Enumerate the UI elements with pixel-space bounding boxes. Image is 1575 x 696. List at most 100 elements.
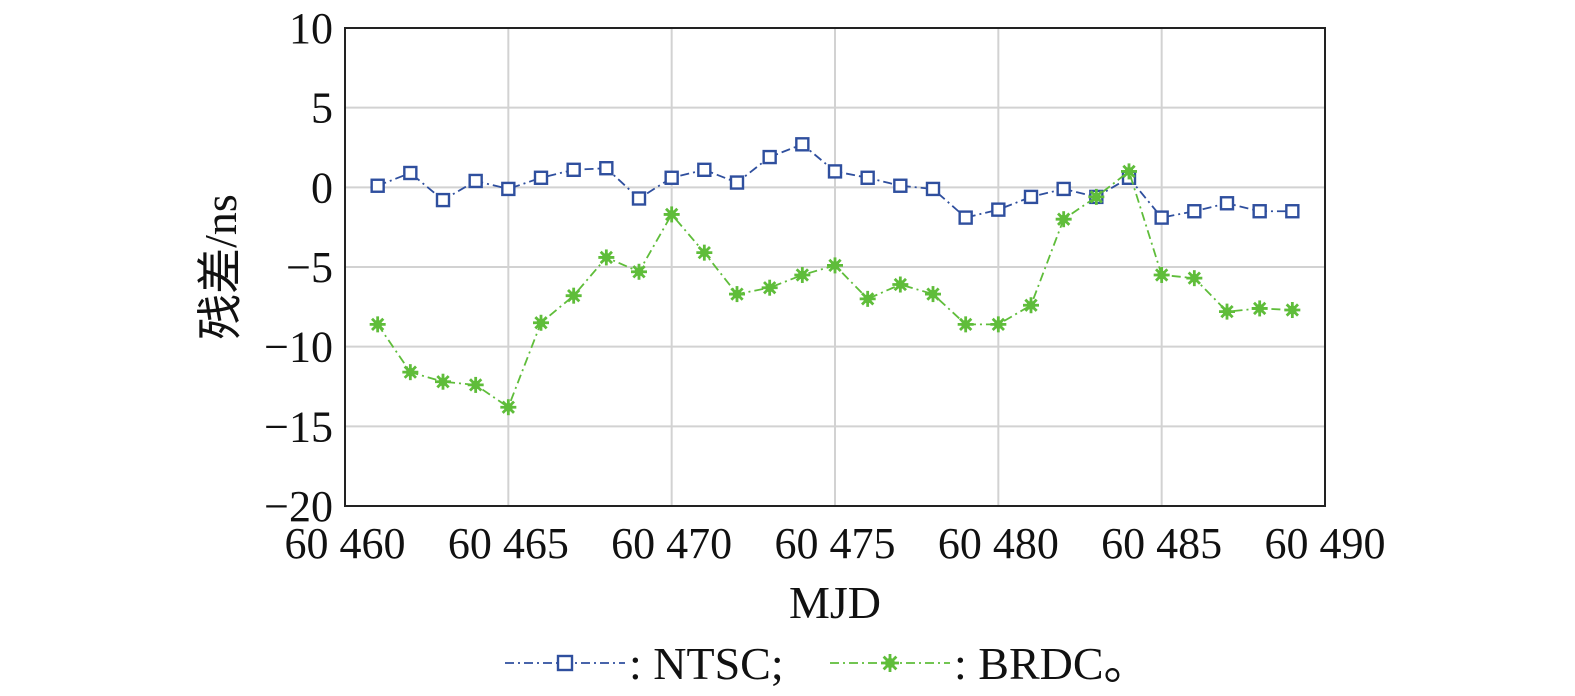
legend: : NTSC; : BRDC。 (505, 638, 1150, 689)
asterisk-marker-core (885, 658, 895, 668)
data-point-brdc (1023, 297, 1039, 314)
data-point-ntsc (1187, 204, 1202, 219)
data-point-brdc (533, 314, 549, 331)
data-point-ntsc (566, 162, 581, 178)
data-point-brdc (1055, 211, 1072, 228)
x-tick-label: 60 460 (285, 519, 406, 568)
square-marker (1187, 204, 1202, 219)
data-point-brdc (827, 257, 843, 274)
data-point-brdc (369, 316, 386, 333)
square-marker (729, 175, 745, 190)
y-tick-label: −5 (286, 243, 333, 292)
data-point-ntsc (599, 161, 614, 176)
data-point-brdc (925, 286, 941, 303)
asterisk-marker-core (1091, 192, 1101, 202)
asterisk-marker-core (405, 367, 415, 377)
plot-area-frame (344, 27, 1326, 507)
square-marker (664, 170, 679, 185)
x-tick-label: 60 485 (1101, 519, 1222, 568)
legend-label-ntsc: : NTSC; (629, 638, 784, 689)
asterisk-marker-core (438, 377, 448, 387)
square-marker (860, 170, 875, 185)
asterisk-marker-core (1157, 270, 1167, 280)
square-marker (991, 202, 1006, 217)
y-tick-label: 0 (311, 163, 333, 212)
series-brdc (369, 163, 1301, 416)
square-marker (468, 173, 483, 189)
data-point-brdc (696, 244, 713, 261)
data-point-brdc (729, 286, 745, 303)
square-marker (1219, 196, 1235, 211)
x-axis-tick-labels: 60 460 60 465 60 470 60 475 60 480 60 485 60 4… (285, 519, 1386, 568)
x-tick-label: 60 490 (1265, 519, 1386, 568)
asterisk-marker-core (732, 289, 742, 299)
square-marker (827, 164, 843, 179)
asterisk-marker-core (1287, 305, 1297, 315)
square-marker (501, 181, 516, 197)
square-marker (795, 137, 810, 152)
data-point-brdc (990, 316, 1007, 333)
square-marker (631, 191, 647, 206)
legend-item-ntsc: : NTSC; (505, 638, 784, 689)
x-tick-label: 60 465 (448, 519, 569, 568)
y-tick-label: −20 (264, 482, 333, 531)
asterisk-marker-core (569, 291, 579, 301)
asterisk-marker-core (993, 319, 1003, 329)
data-point-ntsc (1219, 196, 1235, 211)
data-point-brdc (598, 249, 615, 266)
data-point-ntsc (958, 210, 973, 225)
x-tick-label: 60 480 (938, 519, 1059, 568)
data-point-brdc (1186, 270, 1203, 287)
data-point-ntsc (1285, 204, 1300, 219)
asterisk-marker-core (601, 253, 611, 262)
data-point-brdc (1088, 188, 1105, 205)
legend-item-brdc: : BRDC。 (830, 638, 1150, 689)
data-point-ntsc (468, 173, 483, 189)
data-point-brdc (957, 316, 974, 333)
data-point-ntsc (860, 170, 875, 185)
data-point-ntsc (370, 178, 385, 193)
asterisk-marker-core (1189, 273, 1199, 283)
asterisk-marker-core (536, 318, 546, 328)
legend-label-brdc: : BRDC。 (954, 638, 1150, 689)
square-marker (925, 181, 941, 197)
asterisk-marker-core (503, 402, 513, 412)
data-point-brdc (1284, 302, 1301, 319)
data-point-brdc (631, 263, 647, 280)
y-tick-label: 5 (311, 84, 333, 133)
square-marker (893, 178, 908, 193)
data-point-brdc (500, 399, 517, 416)
data-point-ntsc (631, 191, 647, 206)
y-tick-label: −10 (264, 323, 333, 372)
data-point-ntsc (435, 192, 451, 208)
data-point-brdc (1121, 163, 1137, 180)
asterisk-marker-core (961, 319, 971, 329)
square-marker (697, 162, 712, 178)
x-axis-label: MJD (789, 577, 881, 628)
asterisk-marker-core (634, 267, 644, 277)
square-marker (556, 654, 574, 672)
square-marker (533, 170, 549, 185)
y-tick-label: −15 (264, 402, 333, 451)
asterisk-marker-core (830, 261, 840, 270)
data-point-ntsc (403, 165, 418, 181)
data-point-brdc (1219, 303, 1235, 320)
data-point-brdc (794, 266, 811, 283)
square-marker (762, 149, 777, 165)
data-point-ntsc (1154, 210, 1169, 225)
data-point-ntsc (697, 162, 712, 178)
square-marker (1154, 210, 1169, 225)
data-point-ntsc (762, 149, 777, 165)
square-marker (370, 178, 385, 193)
square-marker (1252, 204, 1267, 219)
asterisk-marker-core (667, 210, 677, 219)
plot-series (369, 137, 1301, 416)
square-marker (1285, 204, 1300, 219)
x-tick-label: 60 475 (775, 519, 896, 568)
asterisk-marker-core (863, 294, 873, 304)
asterisk-marker-core (1059, 214, 1069, 224)
square-marker (1056, 181, 1071, 197)
asterisk-marker-core (928, 289, 938, 299)
asterisk-marker-core (895, 280, 905, 289)
square-marker (958, 210, 973, 225)
